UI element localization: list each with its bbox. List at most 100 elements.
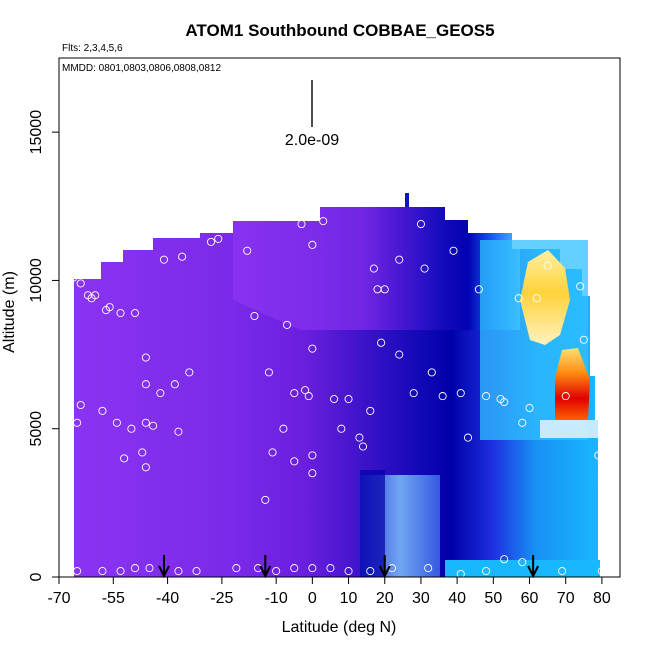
- sample-point: [301, 386, 310, 395]
- chart-title: ATOM1 Southbound COBBAE_GEOS5: [185, 21, 494, 40]
- hotspot-red: [555, 348, 590, 420]
- sample-point: [326, 564, 335, 573]
- sample-point: [416, 220, 425, 229]
- sample-markers: [69, 184, 606, 579]
- sample-point: [532, 294, 541, 303]
- arrow-head: [259, 565, 272, 579]
- sample-point: [149, 421, 158, 430]
- x-tick-label: -10: [265, 590, 288, 607]
- sample-point: [141, 380, 150, 389]
- x-axis: -70 -55 -40 -25 -10 0 10 20 30 40 50 60 70 80: [47, 577, 611, 607]
- model-field: [74, 193, 600, 577]
- sample-point: [500, 555, 509, 564]
- sample-point: [558, 567, 567, 576]
- sample-point: [69, 273, 78, 282]
- sample-point: [141, 463, 150, 472]
- sample-point: [597, 567, 606, 576]
- sample-point: [145, 564, 154, 573]
- sample-point: [261, 495, 270, 504]
- sample-point: [206, 237, 216, 246]
- sample-point: [358, 442, 368, 451]
- y-tick-label: 15000: [28, 110, 45, 155]
- sample-point: [482, 392, 491, 401]
- sample-point: [366, 406, 375, 415]
- sample-point: [272, 567, 281, 576]
- sample-point: [264, 368, 273, 377]
- sample-point: [268, 448, 277, 457]
- x-tick-label: -25: [210, 590, 233, 607]
- sample-point: [76, 400, 85, 410]
- curtain-upper-shade: [233, 207, 520, 330]
- sample-point: [105, 303, 114, 312]
- x-axis-label: Latitude (deg N): [282, 619, 397, 636]
- sample-point: [308, 344, 317, 353]
- sample-point: [138, 448, 147, 457]
- sample-point: [579, 335, 588, 344]
- sample-point: [597, 475, 606, 484]
- flights-note: Flts: 2,3,4,5,6: [62, 43, 123, 54]
- sample-point: [597, 478, 606, 487]
- sample-point: [369, 264, 378, 273]
- sample-point: [543, 261, 552, 270]
- sample-point: [561, 392, 570, 401]
- sample-point: [449, 246, 458, 255]
- sample-point: [395, 255, 404, 264]
- sample-point: [424, 564, 433, 573]
- x-tick-label: -40: [156, 590, 179, 607]
- x-tick-label: -70: [47, 590, 70, 607]
- sample-point: [380, 285, 389, 294]
- sample-point: [282, 320, 292, 329]
- sample-point: [474, 285, 483, 294]
- x-tick-label: -55: [102, 590, 125, 607]
- jet-plume-yellow: [520, 250, 570, 345]
- sample-point: [127, 424, 136, 433]
- sample-point: [395, 350, 404, 359]
- sample-point: [319, 217, 328, 226]
- sample-point: [344, 567, 353, 576]
- sample-point: [141, 353, 150, 362]
- sample-point: [304, 392, 313, 401]
- sample-point: [159, 255, 169, 264]
- sample-point: [98, 567, 107, 576]
- sample-point: [297, 220, 306, 229]
- sample-point: [500, 397, 509, 407]
- y-axis-label: Altitude (m): [1, 271, 18, 353]
- sample-point: [409, 389, 418, 398]
- deep-blue-core: [360, 470, 385, 577]
- sample-point: [308, 469, 317, 478]
- sample-point: [174, 427, 183, 436]
- x-tick-label: 20: [376, 590, 394, 607]
- x-tick-label: 30: [412, 590, 430, 607]
- x-tick-label: 80: [593, 590, 611, 607]
- sample-point: [456, 389, 465, 398]
- sample-point: [420, 264, 429, 273]
- sample-point: [73, 418, 82, 427]
- sample-point: [156, 389, 165, 398]
- dates-note: MMDD: 0801,0803,0806,0808,0812: [62, 63, 221, 74]
- x-tick-label: 70: [557, 590, 575, 607]
- sample-point: [141, 228, 150, 238]
- arrow-head: [378, 565, 391, 579]
- sample-point: [130, 309, 140, 318]
- sample-point: [308, 451, 317, 460]
- sample-point: [482, 567, 491, 576]
- sample-point: [214, 234, 223, 243]
- sample-point: [279, 424, 288, 433]
- y-tick-label: 0: [28, 572, 45, 581]
- flight-arrows: [158, 555, 540, 579]
- y-tick-label: 10000: [28, 258, 45, 303]
- pale-band: [540, 420, 598, 438]
- arrow-head: [527, 565, 540, 579]
- sample-point: [456, 569, 465, 579]
- sample-point: [141, 418, 150, 427]
- x-tick-label: 50: [484, 590, 502, 607]
- sample-point: [463, 433, 473, 442]
- sample-point: [330, 395, 339, 404]
- sample-point: [337, 424, 346, 433]
- sample-point: [525, 403, 534, 413]
- sample-point: [232, 564, 241, 573]
- sample-point: [290, 389, 299, 398]
- sample-point: [344, 395, 353, 404]
- sample-point: [76, 279, 85, 288]
- sample-point: [576, 282, 585, 291]
